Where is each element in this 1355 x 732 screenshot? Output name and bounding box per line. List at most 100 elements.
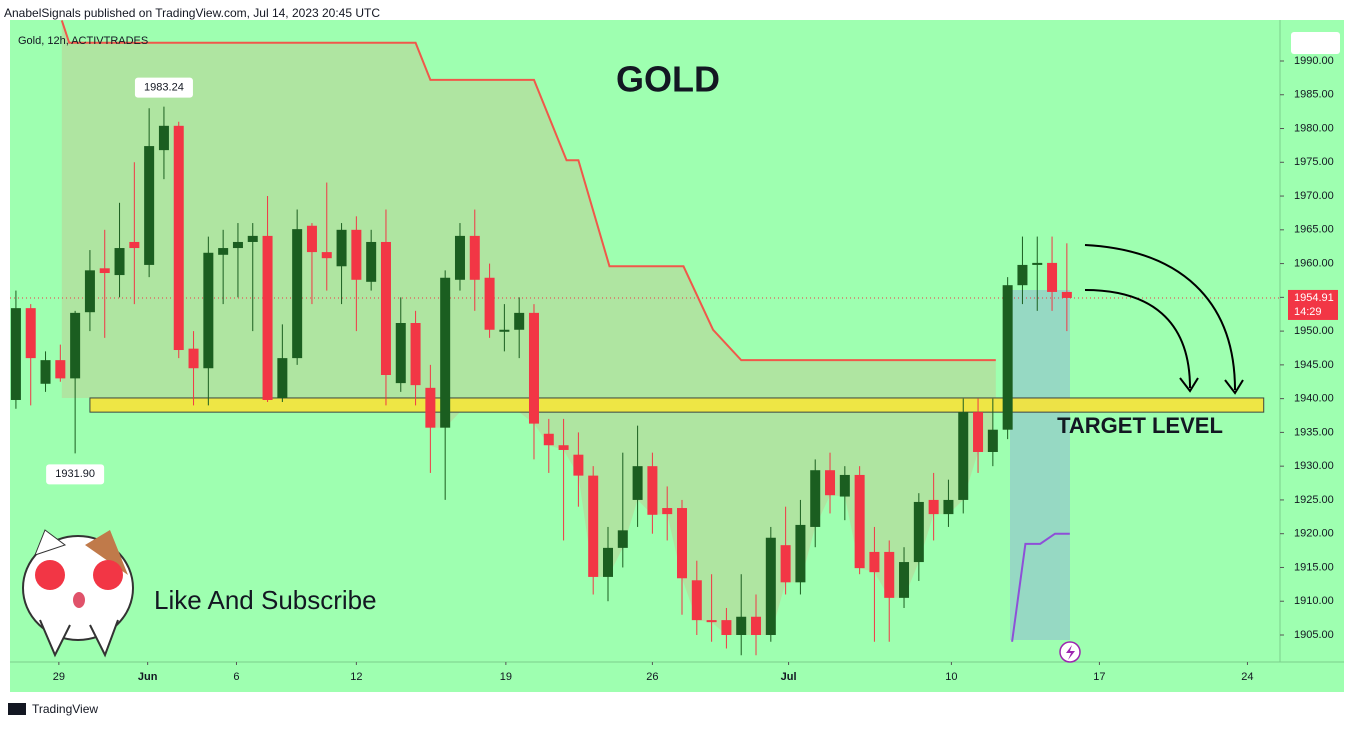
candle-body xyxy=(336,229,347,267)
x-tick-label: 6 xyxy=(233,671,239,683)
candle-body xyxy=(899,562,910,598)
candle-body xyxy=(1002,285,1013,430)
x-tick-label: Jul xyxy=(781,671,797,683)
candle-body xyxy=(262,235,273,400)
candle-body xyxy=(602,547,613,577)
candle-body xyxy=(218,248,229,255)
candle-body xyxy=(765,537,776,635)
candle-body xyxy=(928,499,939,515)
extreme-label: 1983.24 xyxy=(144,82,184,94)
candle-body xyxy=(558,445,569,450)
candle-body xyxy=(795,524,806,583)
candle-body xyxy=(425,387,436,428)
y-tick-label: 1990.00 xyxy=(1294,55,1334,67)
bolt xyxy=(1066,645,1075,660)
x-tick-label: 29 xyxy=(53,671,65,683)
candle-body xyxy=(987,429,998,452)
candle-body xyxy=(869,551,880,573)
x-tick-label: 19 xyxy=(500,671,512,683)
candle-body xyxy=(351,229,362,280)
candle-body xyxy=(958,412,969,500)
candle-body xyxy=(528,312,539,424)
candle-body xyxy=(1032,262,1043,265)
candle-body xyxy=(691,580,702,621)
candle-body xyxy=(321,252,332,259)
stop-line xyxy=(1011,532,1070,642)
candle-body xyxy=(277,358,288,398)
y-tick-label: 1920.00 xyxy=(1294,528,1334,540)
candle-body xyxy=(292,229,303,359)
y-tick-label: 1945.00 xyxy=(1294,359,1334,371)
arrow xyxy=(1084,289,1191,389)
price-label-box xyxy=(1288,289,1338,320)
x-tick-label: 24 xyxy=(1241,671,1253,683)
candle-body xyxy=(203,252,214,369)
y-tick-label: 1925.00 xyxy=(1294,494,1334,506)
candle-body xyxy=(543,433,554,446)
x-tick-label: 26 xyxy=(646,671,658,683)
x-tick-label: 10 xyxy=(945,671,957,683)
y-tick-label: 1980.00 xyxy=(1294,122,1334,134)
candle-body xyxy=(1017,264,1028,286)
y-tick-label: 1970.00 xyxy=(1294,190,1334,202)
arrow xyxy=(1084,244,1236,391)
candle-body xyxy=(158,125,169,151)
y-tick-label: 1910.00 xyxy=(1294,595,1334,607)
arrow-head xyxy=(1179,377,1199,393)
candle-body xyxy=(884,551,895,598)
target-zone xyxy=(89,397,1265,413)
annotation: TARGET LEVEL xyxy=(1057,413,1223,438)
candle-body xyxy=(380,241,391,376)
candle-body xyxy=(810,470,821,527)
candle-body xyxy=(588,475,599,577)
countdown: 14:29 xyxy=(1294,306,1322,318)
candle-body xyxy=(1061,291,1072,298)
candle-body xyxy=(484,277,495,330)
y-tick-label: 1965.00 xyxy=(1294,224,1334,236)
candle-body xyxy=(144,146,155,265)
candle-body xyxy=(677,508,688,579)
candle-body xyxy=(780,545,791,583)
candle-body xyxy=(84,270,95,313)
y-tick-label: 1985.00 xyxy=(1294,89,1334,101)
y-tick-label: 1915.00 xyxy=(1294,561,1334,573)
candle-body xyxy=(70,312,81,379)
candle-body xyxy=(10,308,21,400)
candle-body xyxy=(825,470,836,496)
extreme-label-box xyxy=(134,77,193,98)
y-tick-label: 1905.00 xyxy=(1294,629,1334,641)
candle-body xyxy=(514,312,525,330)
candle-body xyxy=(662,508,673,515)
candle-body xyxy=(55,360,66,379)
support-area xyxy=(430,412,993,635)
candle-body xyxy=(469,235,480,280)
footer: TradingView xyxy=(32,702,98,716)
title: GOLD xyxy=(616,59,720,100)
x-tick-label: 12 xyxy=(350,671,362,683)
candle-body xyxy=(306,225,317,253)
price-label: 1954.91 xyxy=(1294,292,1334,304)
cat-sticker xyxy=(22,529,134,658)
candle-body xyxy=(454,235,465,280)
candle-body xyxy=(632,466,643,500)
y-tick-label: 1975.00 xyxy=(1294,156,1334,168)
y-tick-label: 1930.00 xyxy=(1294,460,1334,472)
plot-bg xyxy=(10,20,1344,692)
candle-body xyxy=(129,241,140,249)
candle-body xyxy=(366,241,377,282)
candle-body xyxy=(943,499,954,515)
candle-body xyxy=(114,248,125,276)
candle-body xyxy=(736,616,747,635)
x-tick-label: Jun xyxy=(138,671,158,683)
candle-body xyxy=(440,277,451,428)
candle-body xyxy=(617,530,628,548)
header: AnabelSignals published on TradingView.c… xyxy=(4,6,380,20)
y-tick-label: 1935.00 xyxy=(1294,426,1334,438)
candle-body xyxy=(395,323,406,384)
x-tick-label: 17 xyxy=(1093,671,1105,683)
candle-body xyxy=(913,501,924,563)
arrow-head xyxy=(1224,379,1244,395)
caption: Like And Subscribe xyxy=(154,585,377,615)
